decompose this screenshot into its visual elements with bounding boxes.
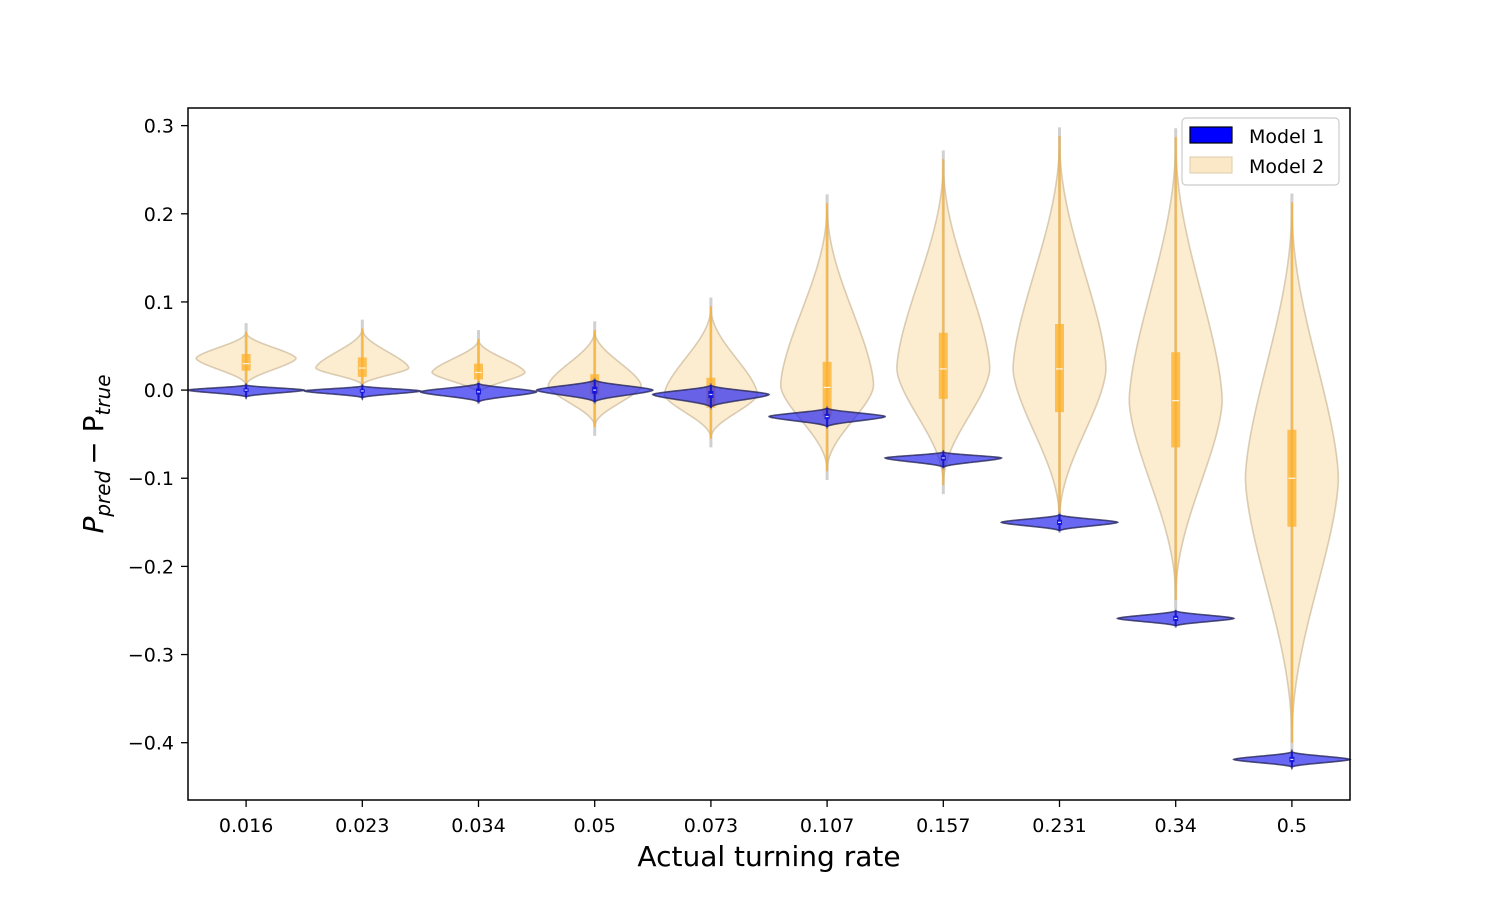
axes: 0.3 0.2 0.1 0.0 −0.1 −0.2 −0.3 −0.4 0.016 0.023 0.… xyxy=(128,116,1307,837)
x-tick-label: 0.034 xyxy=(451,815,505,837)
x-tick-label: 0.5 xyxy=(1277,815,1307,837)
legend-label-model-2: Model 2 xyxy=(1249,156,1324,178)
legend-swatch-model-2 xyxy=(1189,156,1233,174)
legend-swatch-model-1 xyxy=(1189,126,1233,144)
y-tick-label: 0.2 xyxy=(144,204,174,226)
axes-frame xyxy=(187,107,1351,801)
model-2-iqr-box-0.107 xyxy=(822,361,832,417)
y-axis-label: Ppred− Ptrue xyxy=(77,374,115,533)
y-tick-label: −0.4 xyxy=(128,733,174,755)
model-2-iqr-box-0.034 xyxy=(474,363,483,380)
x-tick-label: 0.34 xyxy=(1155,815,1197,837)
model-2-iqr-box-0.023 xyxy=(357,357,367,377)
y-tick-label: −0.1 xyxy=(128,468,174,490)
x-tick-label: 0.023 xyxy=(335,815,389,837)
y-tick-label: 0.1 xyxy=(144,292,174,314)
x-tick-label: 0.016 xyxy=(219,815,273,837)
model-2-iqr-box-0.016 xyxy=(241,353,251,371)
model-2-iqr-box-0.231 xyxy=(1055,323,1064,413)
legend: Model 1 Model 2 xyxy=(1181,117,1340,186)
x-tick-label: 0.107 xyxy=(800,815,854,837)
model-2-iqr-box-0.34 xyxy=(1171,352,1181,448)
y-tick-label: −0.2 xyxy=(128,556,174,578)
model-2-iqr-box-0.157 xyxy=(938,332,948,399)
y-tick-label: 0.3 xyxy=(144,116,174,138)
x-axis-label: Actual turning rate xyxy=(637,840,900,873)
y-tick-label: −0.3 xyxy=(128,645,174,667)
x-tick-label: 0.157 xyxy=(916,815,970,837)
x-tick-label: 0.231 xyxy=(1032,815,1086,837)
y-tick-label: 0.0 xyxy=(144,380,174,402)
x-tick-label: 0.05 xyxy=(574,815,616,837)
x-tick-label: 0.073 xyxy=(684,815,738,837)
legend-label-model-1: Model 1 xyxy=(1249,126,1324,148)
plot-area xyxy=(186,127,1352,771)
